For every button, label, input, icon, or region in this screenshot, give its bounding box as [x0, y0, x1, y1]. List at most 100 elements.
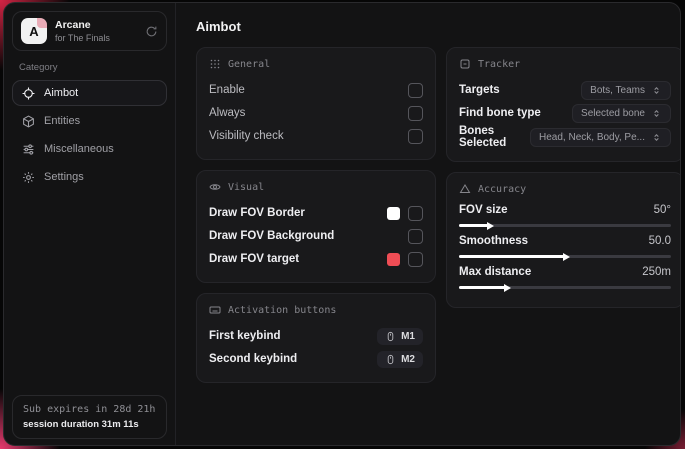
draw-fov-target-row: Draw FOV target: [209, 248, 423, 270]
second-keybind-button[interactable]: M2: [377, 350, 423, 368]
smoothness-slider-fill: [459, 252, 570, 261]
sidebar-item-miscellaneous[interactable]: Miscellaneous: [12, 136, 167, 162]
visual-card: Visual Draw FOV Border Draw FOV Backgrou…: [196, 170, 436, 283]
eye-icon: [209, 181, 221, 193]
triangle-icon: [459, 183, 471, 195]
fov-size-row: FOV size 50°: [459, 204, 671, 230]
first-keybind-label: First keybind: [209, 330, 281, 342]
visibility-check-checkbox[interactable]: [408, 128, 423, 144]
sidebar: A Arcane for The Finals Category Aimbot: [4, 3, 176, 445]
fov-size-slider[interactable]: [459, 221, 671, 230]
targets-select[interactable]: Bots, Teams: [581, 80, 671, 100]
tracker-card: Tracker Targets Bots, Teams: [446, 47, 680, 162]
chevrons-up-down-icon: [651, 108, 662, 119]
visual-card-header: Visual: [209, 181, 423, 193]
bones-selected-select-value: Head, Neck, Body, Pe...: [539, 131, 645, 143]
left-column: General Enable Always Visibility check: [196, 47, 436, 393]
smoothness-label: Smoothness: [459, 235, 529, 247]
second-keybind-value: M2: [401, 353, 415, 365]
draw-fov-target-label: Draw FOV target: [209, 253, 300, 265]
draw-fov-border-row: Draw FOV Border: [209, 202, 423, 224]
activation-card-header: Activation buttons: [209, 304, 423, 316]
mouse-icon: [385, 331, 396, 342]
gear-icon: [22, 171, 35, 184]
always-row: Always: [209, 102, 423, 124]
max-distance-slider[interactable]: [459, 283, 671, 292]
keyboard-icon: [209, 304, 221, 316]
chevrons-up-down-icon: [651, 132, 662, 143]
activation-buttons-card: Activation buttons First keybind M1: [196, 293, 436, 383]
find-bone-type-select-value: Selected bone: [581, 107, 645, 119]
brand-subtitle: for The Finals: [55, 33, 110, 43]
activation-card-title: Activation buttons: [228, 304, 337, 316]
draw-fov-border-checkbox[interactable]: [408, 205, 423, 221]
general-card-header: General: [209, 58, 423, 70]
enable-label: Enable: [209, 84, 245, 96]
first-keybind-row: First keybind M1: [209, 325, 423, 347]
draw-fov-target-checkbox[interactable]: [408, 251, 423, 267]
tracker-card-title: Tracker: [478, 58, 521, 70]
second-keybind-row: Second keybind M2: [209, 348, 423, 370]
fov-size-label: FOV size: [459, 204, 508, 216]
fov-border-color-swatch[interactable]: [387, 206, 400, 220]
scan-frame-icon: [459, 58, 471, 70]
sub-expires-text: Sub expires in 28d 21h: [23, 404, 156, 415]
slider-thumb[interactable]: [563, 252, 570, 261]
refresh-icon[interactable]: [145, 25, 158, 38]
sidebar-item-entities[interactable]: Entities: [12, 108, 167, 134]
session-duration-text: session duration 31m 11s: [23, 419, 139, 430]
cube-icon: [22, 114, 35, 128]
slider-thumb[interactable]: [503, 283, 511, 292]
smoothness-value: 50.0: [648, 235, 671, 247]
brand-card: A Arcane for The Finals: [12, 11, 167, 51]
always-checkbox[interactable]: [408, 105, 423, 121]
visibility-check-label: Visibility check: [209, 130, 284, 142]
draw-fov-background-row: Draw FOV Background: [209, 225, 423, 247]
find-bone-type-label: Find bone type: [459, 107, 541, 119]
tracker-card-header: Tracker: [459, 58, 671, 70]
slider-thumb[interactable]: [486, 221, 494, 230]
sidebar-item-label: Entities: [44, 115, 81, 127]
first-keybind-button[interactable]: M1: [377, 327, 423, 345]
subscription-info-card: Sub expires in 28d 21h session duration …: [12, 395, 167, 439]
fov-size-value: 50°: [653, 204, 671, 216]
sidebar-item-settings[interactable]: Settings: [12, 164, 167, 190]
first-keybind-value: M1: [401, 330, 415, 342]
fov-target-color-swatch[interactable]: [387, 252, 400, 266]
sidebar-item-label: Miscellaneous: [44, 143, 114, 155]
find-bone-type-select[interactable]: Selected bone: [572, 103, 671, 123]
sidebar-item-label: Settings: [44, 171, 84, 183]
targets-row: Targets Bots, Teams: [459, 79, 671, 101]
draw-fov-background-checkbox[interactable]: [408, 228, 423, 244]
crosshair-icon: [22, 87, 35, 100]
accuracy-card: Accuracy FOV size 50°: [446, 172, 680, 308]
smoothness-slider[interactable]: [459, 252, 671, 261]
bones-selected-label: Bones Selected: [459, 125, 507, 149]
targets-select-value: Bots, Teams: [590, 84, 645, 96]
max-distance-slider-fill: [459, 283, 511, 292]
accuracy-card-header: Accuracy: [459, 183, 671, 195]
bones-selected-select[interactable]: Head, Neck, Body, Pe...: [530, 127, 671, 147]
max-distance-row: Max distance 250m: [459, 266, 671, 292]
sidebar-item-label: Aimbot: [44, 87, 79, 99]
app-window: A Arcane for The Finals Category Aimbot: [3, 2, 681, 446]
visibility-check-row: Visibility check: [209, 125, 423, 147]
right-column: Tracker Targets Bots, Teams: [446, 47, 680, 318]
enable-checkbox[interactable]: [408, 82, 423, 98]
second-keybind-label: Second keybind: [209, 353, 298, 365]
fov-size-slider-fill: [459, 221, 494, 230]
brand-logo: A: [21, 18, 47, 44]
general-card: General Enable Always Visibility check: [196, 47, 436, 160]
grid-icon: [209, 58, 221, 70]
draw-fov-background-label: Draw FOV Background: [209, 230, 335, 242]
mouse-icon: [385, 354, 396, 365]
sidebar-item-aimbot[interactable]: Aimbot: [12, 80, 167, 106]
max-distance-value: 250m: [642, 266, 671, 278]
sliders-icon: [22, 143, 35, 156]
accuracy-card-title: Accuracy: [478, 183, 527, 195]
chevrons-up-down-icon: [651, 85, 662, 96]
general-card-title: General: [228, 58, 271, 70]
find-bone-type-row: Find bone type Selected bone: [459, 102, 671, 124]
brand-name: Arcane: [55, 19, 91, 31]
bones-selected-row: Bones Selected Head, Neck, Body, Pe...: [459, 125, 671, 149]
